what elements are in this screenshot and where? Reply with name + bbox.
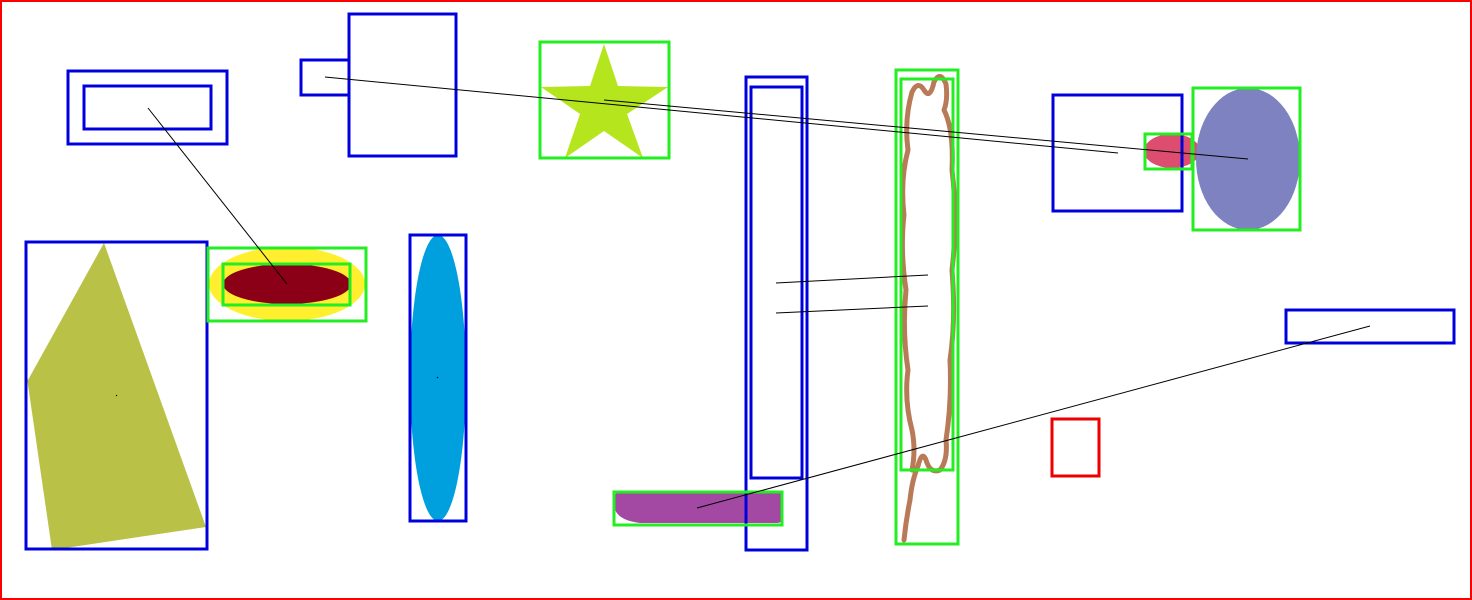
green-box bbox=[221, 262, 352, 307]
green-box bbox=[538, 40, 671, 160]
blue-box bbox=[66, 69, 229, 146]
connector-line bbox=[696, 325, 1371, 509]
green-box bbox=[899, 77, 955, 472]
connector-line bbox=[603, 99, 1249, 160]
green-box bbox=[1191, 86, 1302, 232]
blue-box bbox=[347, 12, 458, 158]
center-tick bbox=[436, 376, 439, 379]
connector-line bbox=[775, 274, 929, 284]
blue-box bbox=[744, 75, 809, 552]
blue-box bbox=[24, 240, 209, 551]
connector-lines bbox=[115, 76, 1371, 509]
blue-box bbox=[1284, 308, 1456, 345]
pink-ellipse bbox=[1144, 134, 1200, 168]
green-star bbox=[541, 44, 668, 158]
blue-box bbox=[749, 85, 804, 480]
green-box bbox=[206, 246, 368, 323]
blue-box bbox=[408, 233, 468, 523]
center-tick bbox=[115, 394, 118, 397]
green-box-group bbox=[206, 40, 1302, 546]
blue-box bbox=[82, 84, 213, 131]
olive-quadrilateral bbox=[27, 243, 206, 550]
connector-line bbox=[147, 107, 288, 285]
red-box bbox=[1050, 417, 1101, 478]
green-box bbox=[612, 490, 784, 527]
connector-line bbox=[324, 76, 1119, 154]
connector-line bbox=[775, 305, 929, 314]
